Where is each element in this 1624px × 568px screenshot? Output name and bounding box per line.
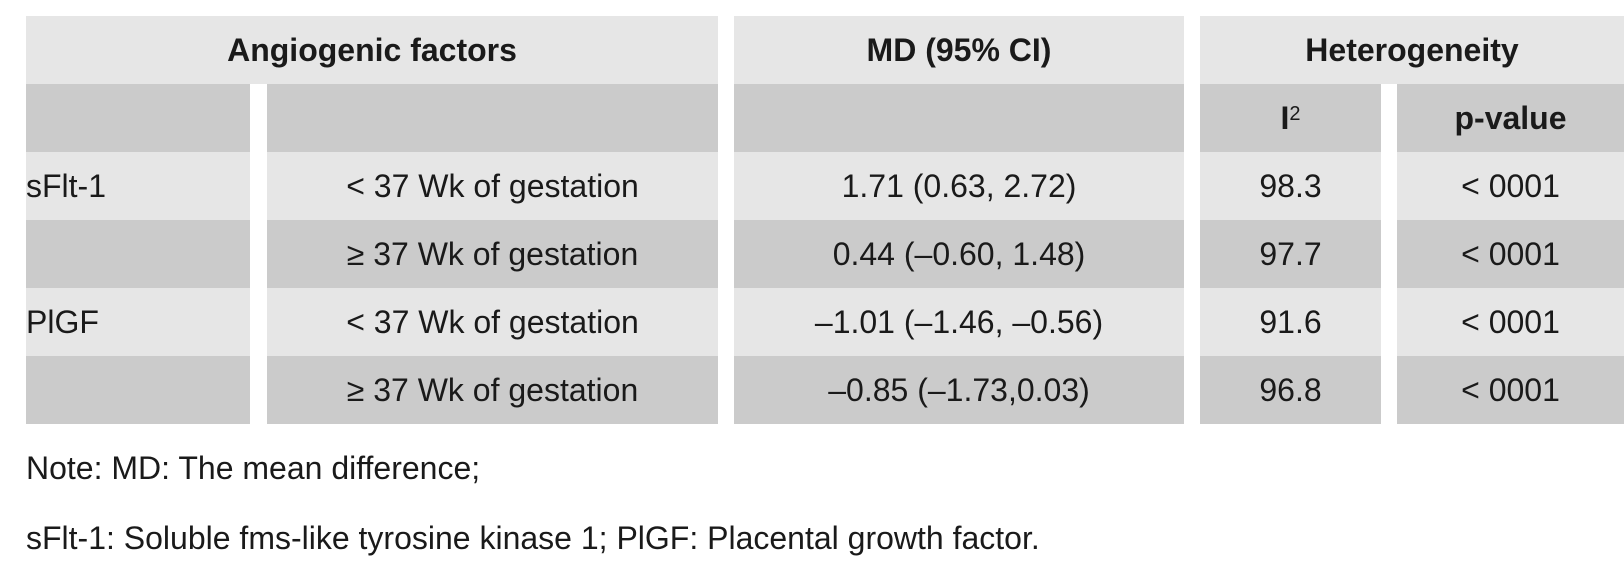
row-3-subgroup: < 37 Wk of gestation xyxy=(267,288,718,356)
table-note-2: sFlt-1: Soluble fms-like tyrosine kinase… xyxy=(26,520,1040,556)
table-note-1: Note: MD: The mean difference; xyxy=(26,450,481,486)
row-2-md: 0.44 (–0.60, 1.48) xyxy=(734,220,1184,288)
header-factor-blank xyxy=(26,84,250,152)
row-3-md: –1.01 (–1.46, –0.56) xyxy=(734,288,1184,356)
row-1-md: 1.71 (0.63, 2.72) xyxy=(734,152,1184,220)
row-3-i2: 91.6 xyxy=(1200,288,1381,356)
row-2-subgroup: ≥ 37 Wk of gestation xyxy=(267,220,718,288)
row-4-pvalue: < 0001 xyxy=(1397,356,1624,424)
header-md-blank xyxy=(734,84,1184,152)
header-subgroup-blank xyxy=(267,84,718,152)
row-1-factor: sFlt-1 xyxy=(26,152,250,220)
row-2-factor xyxy=(26,220,250,288)
row-1-i2: 98.3 xyxy=(1200,152,1381,220)
header-angiogenic-factors: Angiogenic factors xyxy=(26,16,718,84)
row-4-subgroup: ≥ 37 Wk of gestation xyxy=(267,356,718,424)
row-4-i2: 96.8 xyxy=(1200,356,1381,424)
header-heterogeneity: Heterogeneity xyxy=(1200,16,1624,84)
header-i2-base: I xyxy=(1280,99,1290,136)
row-1-subgroup: < 37 Wk of gestation xyxy=(267,152,718,220)
row-3-pvalue: < 0001 xyxy=(1397,288,1624,356)
row-1-pvalue: < 0001 xyxy=(1397,152,1624,220)
row-4-factor xyxy=(26,356,250,424)
row-4-md: –0.85 (–1.73,0.03) xyxy=(734,356,1184,424)
row-3-factor: PlGF xyxy=(26,288,250,356)
header-pvalue: p-value xyxy=(1397,84,1624,152)
row-2-pvalue: < 0001 xyxy=(1397,220,1624,288)
header-i2-sup: 2 xyxy=(1289,102,1301,125)
row-2-i2: 97.7 xyxy=(1200,220,1381,288)
header-md-ci: MD (95% CI) xyxy=(734,16,1184,84)
